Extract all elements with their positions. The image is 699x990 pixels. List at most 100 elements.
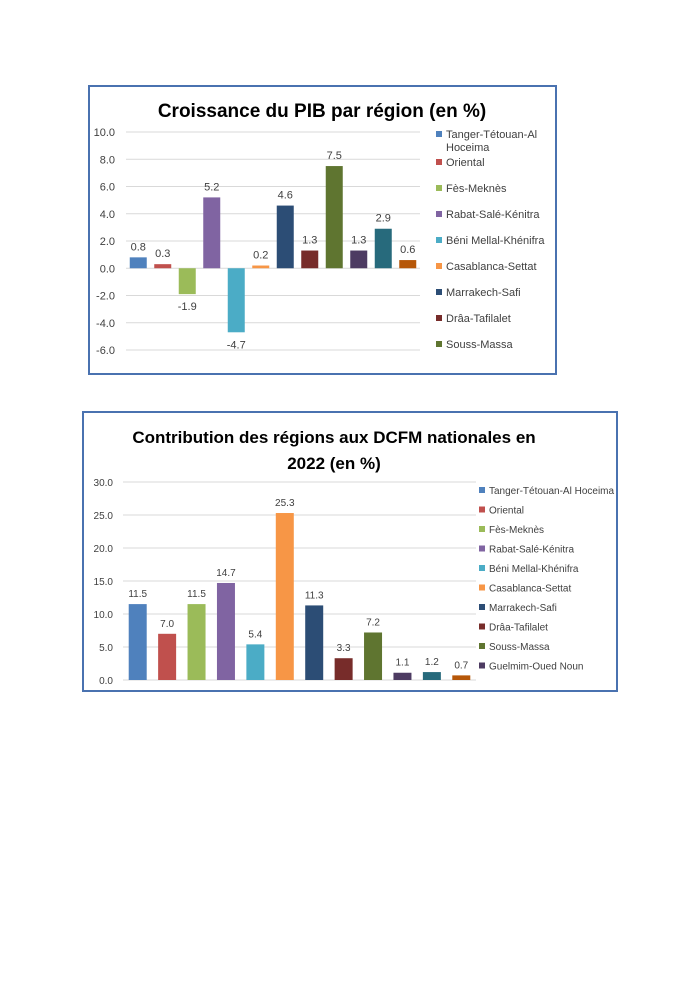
legend-swatch [436, 341, 442, 347]
legend-label: Casablanca-Settat [489, 584, 571, 595]
legend-swatch [479, 584, 485, 591]
legend-label: Béni Mellal-Khénifra [489, 564, 579, 575]
data-label: -1.9 [178, 301, 197, 313]
legend-swatch [436, 289, 442, 295]
legend-label: Guelmim-Oued Noun [489, 662, 583, 673]
legend-label: Marrakech-Safi [489, 603, 557, 614]
legend-label: Oriental [446, 157, 485, 169]
legend-label: Tanger-Tétouan-Al Hoceima [446, 129, 537, 154]
data-label: 11.5 [128, 589, 147, 600]
y-tick-label: 8.0 [100, 154, 115, 166]
legend-swatch [436, 211, 442, 217]
bar [301, 250, 319, 269]
data-label: 1.3 [351, 235, 366, 247]
data-label: 0.2 [253, 250, 268, 262]
data-label: -4.7 [227, 339, 246, 351]
bar [129, 257, 147, 269]
y-tick-label: 10.0 [94, 127, 115, 139]
y-tick-label: 15.0 [94, 577, 114, 588]
y-tick-label: 0.0 [99, 676, 113, 687]
legend-swatch [479, 604, 485, 610]
y-tick-label: 2.0 [100, 236, 115, 248]
bar [246, 644, 265, 680]
data-label: 7.2 [366, 617, 380, 628]
data-label: 2.9 [376, 213, 391, 225]
y-tick-label: -2.0 [96, 291, 115, 303]
data-label: 1.3 [302, 235, 317, 247]
bar [158, 633, 177, 680]
data-label: 25.3 [275, 498, 295, 509]
legend-swatch [436, 315, 442, 321]
data-label: 0.3 [155, 248, 170, 260]
legend-label: Oriental [489, 506, 524, 517]
legend-swatch [479, 506, 485, 513]
gdp-growth-plot: Croissance du PIB par région (en %) 10.0 8… [94, 101, 546, 357]
bar [399, 260, 417, 269]
legend-label: Drâa-Tafilalet [489, 623, 548, 634]
legend-label: Souss-Massa [446, 339, 514, 351]
data-label: 1.2 [425, 657, 439, 668]
chart-title: Croissance du PIB par région (en %) [158, 101, 486, 122]
data-label: 14.7 [216, 568, 236, 579]
data-label: 11.3 [305, 590, 324, 601]
gdp-growth-chart: Croissance du PIB par région (en %) 10.0 8… [88, 85, 557, 375]
bar [187, 604, 206, 680]
y-tick-label: 25.0 [94, 511, 114, 522]
legend-swatch [479, 623, 485, 630]
bar [216, 582, 235, 680]
data-label: 0.8 [131, 241, 146, 253]
legend-swatch [479, 487, 485, 493]
bar [128, 604, 147, 680]
legend-swatch [479, 526, 485, 532]
y-tick-label: -6.0 [96, 345, 115, 357]
legend-swatch [436, 159, 442, 165]
data-label: 4.6 [278, 190, 293, 202]
y-tick-label: 20.0 [94, 544, 114, 555]
legend-label: Béni Mellal-Khénifra [446, 235, 545, 247]
bar [227, 268, 245, 333]
y-tick-label: 10.0 [94, 610, 114, 621]
data-label: 0.6 [400, 244, 415, 256]
legend-swatch [479, 565, 485, 571]
data-label: 1.1 [396, 658, 410, 669]
y-tick-label: 6.0 [100, 182, 115, 194]
legend-swatch [436, 263, 442, 269]
legend-label: Fès-Meknès [446, 183, 507, 195]
legend-swatch [436, 237, 442, 243]
bar [154, 264, 172, 269]
bar [252, 265, 270, 269]
bar [374, 228, 392, 269]
bar [452, 675, 471, 680]
data-label: 7.0 [160, 619, 174, 630]
y-tick-label: 4.0 [100, 209, 115, 221]
legend-swatch [479, 545, 485, 552]
data-label: 7.5 [327, 150, 342, 162]
data-label: 0.7 [454, 660, 468, 671]
legend-label: Tanger-Tétouan-Al Hoceima [489, 486, 614, 497]
legend-label: Drâa-Tafilalet [446, 313, 511, 325]
y-tick-label: -4.0 [96, 318, 115, 330]
legend-label: Rabat-Salé-Kénitra [489, 545, 574, 556]
bar [325, 166, 343, 269]
legend-swatch [436, 185, 442, 191]
bar [203, 197, 221, 269]
legend-label: Marrakech-Safi [446, 287, 521, 299]
legend-swatch [436, 131, 442, 137]
dcfm-contribution-chart: Contribution des régions aux DCFM nation… [82, 411, 618, 692]
bar [364, 632, 383, 680]
bar [178, 268, 196, 295]
bar [334, 658, 353, 680]
dcfm-contribution-plot: Contribution des régions aux DCFM nation… [94, 428, 615, 687]
bar [276, 205, 294, 269]
y-tick-label: 5.0 [99, 643, 113, 654]
data-label: 3.3 [337, 643, 351, 654]
bar [350, 250, 368, 269]
data-label: 5.4 [248, 629, 262, 640]
bar [305, 605, 324, 680]
bar [275, 513, 294, 680]
legend-label: Rabat-Salé-Kénitra [446, 209, 540, 221]
legend-swatch [479, 662, 485, 669]
y-tick-label: 30.0 [94, 478, 114, 489]
y-tick-label: 0.0 [100, 263, 115, 275]
data-label: 5.2 [204, 181, 219, 193]
